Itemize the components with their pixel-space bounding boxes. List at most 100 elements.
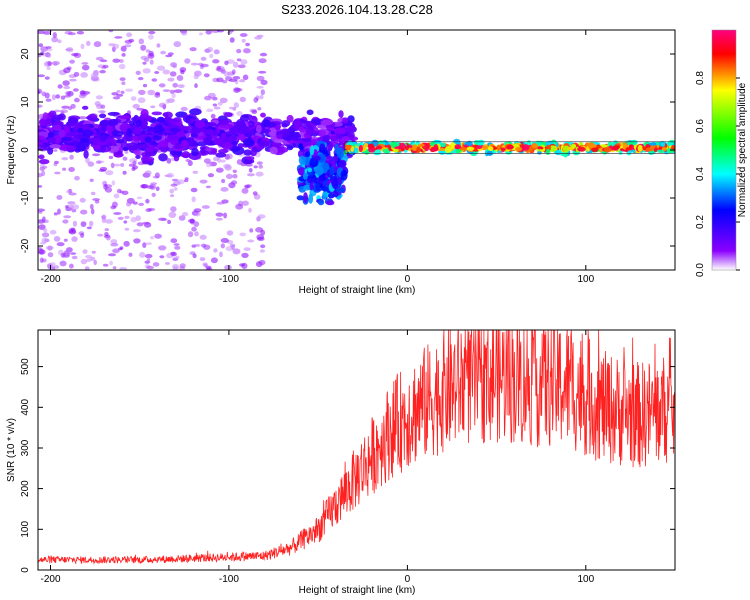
spectrogram-cell bbox=[149, 59, 154, 65]
spectrogram-cell bbox=[126, 142, 139, 150]
spectrogram-cell bbox=[170, 194, 175, 198]
spectrogram-cell bbox=[337, 161, 347, 167]
spectrogram-cell bbox=[156, 65, 166, 71]
spectrogram-cell bbox=[156, 116, 165, 123]
spectrogram-cell bbox=[63, 238, 68, 242]
spectrogram-cell bbox=[162, 89, 171, 92]
spectrogram-cell bbox=[69, 78, 77, 82]
spectrogram-cell bbox=[165, 262, 170, 265]
spectrogram-cell bbox=[237, 127, 250, 134]
spectrogram-cell bbox=[38, 43, 43, 48]
spectrogram-cell bbox=[223, 163, 231, 169]
spectrogram-cell bbox=[169, 89, 175, 94]
spectrogram-cell bbox=[239, 96, 246, 103]
spectrogram-cell bbox=[71, 204, 80, 210]
spectrogram-cell bbox=[218, 119, 229, 126]
spectrogram-cell bbox=[496, 144, 501, 151]
spectrogram-cell bbox=[343, 149, 348, 156]
spectrogram-cell bbox=[92, 198, 100, 201]
spectrogram-cell bbox=[238, 133, 247, 140]
spectrogram-cell bbox=[440, 142, 446, 148]
spectrogram-cell bbox=[227, 31, 233, 35]
spectrogram-cell bbox=[303, 192, 308, 203]
spectrogram-cell bbox=[128, 163, 135, 167]
spectrogram-cell bbox=[152, 175, 160, 179]
spectrogram-cell bbox=[314, 165, 324, 176]
spectrogram-cell bbox=[224, 112, 233, 118]
spectrogram-cell bbox=[189, 108, 202, 116]
spectrogram-cell bbox=[207, 173, 214, 178]
spectrogram-cell bbox=[167, 219, 172, 225]
spectrogram-cell bbox=[119, 115, 131, 120]
spectrogram-cell bbox=[47, 48, 53, 52]
spectrogram-cell bbox=[38, 159, 50, 165]
spectrogram-cell bbox=[38, 154, 45, 160]
spectrogram-cell bbox=[132, 161, 137, 165]
spectrogram-cell bbox=[148, 50, 154, 57]
spectrogram-cell bbox=[69, 154, 74, 160]
spectrogram-cell bbox=[209, 53, 214, 59]
spectrogram-cell bbox=[116, 93, 124, 97]
spectrogram-cell bbox=[250, 148, 257, 157]
spectrogram-cell bbox=[58, 129, 66, 138]
spectrogram-cell bbox=[497, 150, 502, 154]
spectrogram-cell bbox=[506, 144, 514, 150]
spectrogram-cell bbox=[185, 159, 191, 162]
spectrogram-cell bbox=[335, 187, 346, 193]
spectrogram-cell bbox=[185, 118, 192, 124]
spectrogram-cell bbox=[170, 238, 178, 244]
colorbar-tick-label: 0.4 bbox=[695, 167, 706, 181]
spectrogram-cell bbox=[305, 128, 313, 136]
spectrogram-cell bbox=[114, 36, 123, 39]
spectrogram-cell bbox=[79, 197, 86, 203]
spectrogram-cell bbox=[113, 163, 121, 167]
spectrogram-cell bbox=[336, 147, 344, 159]
spectrogram-cell bbox=[190, 187, 198, 193]
spectrogram-cell bbox=[94, 101, 101, 107]
spectrogram-cell bbox=[87, 161, 95, 167]
spectrogram-cell bbox=[77, 127, 84, 134]
spectrogram-cell bbox=[567, 146, 575, 151]
spectrogram-cell bbox=[316, 137, 323, 142]
spectrogram-cell bbox=[166, 172, 175, 178]
spectrogram-cell bbox=[662, 147, 667, 151]
snr-series-line bbox=[38, 330, 675, 565]
spectrogram-cell bbox=[660, 142, 666, 147]
spectrogram-cell bbox=[200, 56, 207, 61]
spectrogram-cell bbox=[80, 138, 90, 144]
spectrogram-cell bbox=[147, 89, 156, 96]
spectrogram-cell bbox=[38, 208, 45, 212]
y-tick-label: 500 bbox=[20, 358, 31, 375]
spectrogram-cell bbox=[62, 167, 67, 171]
spectrogram-cell bbox=[105, 170, 114, 176]
spectrogram-cell bbox=[475, 145, 483, 150]
spectrogram-cell bbox=[56, 242, 65, 247]
spectrogram-cell bbox=[142, 242, 147, 249]
spectrogram-cell bbox=[97, 233, 104, 237]
spectrogram-cell bbox=[62, 80, 70, 86]
spectrogram-cell bbox=[132, 103, 140, 109]
spectrogram-cell bbox=[354, 147, 359, 154]
spectrogram-cell bbox=[477, 139, 485, 146]
spectrogram-cell bbox=[259, 95, 264, 100]
spectrogram-cell bbox=[73, 88, 79, 92]
spectrogram-cell bbox=[69, 59, 75, 64]
x-tick-label: -100 bbox=[219, 274, 239, 285]
spectrogram-cell bbox=[154, 233, 162, 239]
spectrogram-cell bbox=[545, 148, 551, 155]
spectrogram-cell bbox=[142, 221, 150, 225]
spectrogram-cell bbox=[184, 58, 191, 64]
spectrogram-cell bbox=[49, 262, 56, 266]
spectrogram-cell bbox=[220, 132, 227, 140]
spectrogram-cell bbox=[192, 170, 199, 174]
spectrogram-cell bbox=[138, 38, 145, 45]
y-tick-label: 0 bbox=[20, 567, 31, 573]
spectrogram-cell bbox=[41, 237, 49, 244]
spectrogram-cell bbox=[99, 134, 107, 143]
x-tick-label: 0 bbox=[405, 274, 411, 285]
spectrogram-cell bbox=[38, 104, 43, 108]
spectrogram-cell bbox=[71, 53, 79, 57]
spectrogram-cell bbox=[232, 61, 239, 68]
spectrogram-cell bbox=[331, 178, 339, 189]
spectrogram-cell bbox=[229, 243, 236, 248]
